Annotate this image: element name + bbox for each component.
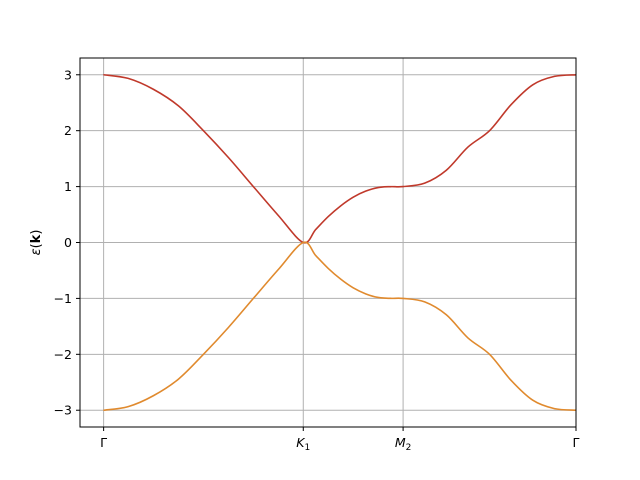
- band-2-point: [402, 297, 404, 299]
- band-2-point: [532, 399, 534, 401]
- band-2-point: [327, 267, 329, 269]
- y-tick-label: 0: [64, 235, 72, 250]
- band-1-point: [128, 78, 130, 80]
- band-2-point: [227, 326, 229, 328]
- band-1-point: [227, 157, 229, 159]
- band-2-point: [302, 242, 304, 243]
- band-2-point: [365, 293, 367, 295]
- band-2-point: [153, 395, 155, 397]
- band-2-point: [252, 297, 254, 299]
- y-axis-label: ε(k): [29, 230, 44, 256]
- y-axis-label-close: ): [29, 230, 44, 235]
- y-tick-label: −3: [54, 403, 72, 418]
- band-1-point: [277, 215, 279, 216]
- y-axis-label-open: (: [29, 243, 44, 248]
- series-layer: [103, 73, 577, 412]
- x-tick-label: Γ: [573, 435, 580, 450]
- band-2-point: [510, 379, 512, 381]
- band-2-point: [445, 314, 447, 316]
- x-tick-label: K1: [296, 435, 310, 453]
- band-1-point: [365, 190, 367, 192]
- band-2-point: [489, 353, 491, 355]
- band-2-point: [467, 337, 469, 339]
- y-tick-label: 3: [64, 67, 72, 82]
- band-1-point: [153, 88, 155, 90]
- band-2-point: [202, 353, 204, 355]
- y-tick-label: 2: [64, 123, 72, 138]
- band-1-point: [445, 169, 447, 171]
- grid: [80, 58, 577, 427]
- band-2-point: [277, 269, 279, 270]
- y-axis-label-symbol: ε: [29, 248, 44, 255]
- band-1-point: [489, 130, 491, 132]
- y-tick-label: −1: [54, 291, 72, 306]
- band-2-point: [424, 301, 426, 303]
- x-tick-label: Γ: [100, 435, 107, 450]
- band-2-point: [128, 405, 130, 407]
- band-2-point: [377, 296, 379, 298]
- band-1-point: [467, 146, 469, 148]
- band-1-point: [402, 186, 404, 188]
- band-1-point: [553, 75, 555, 77]
- x-tick-label: M2: [395, 435, 412, 453]
- band-1-point: [252, 186, 254, 188]
- band-1-point: [202, 130, 204, 132]
- band-1-point: [377, 187, 379, 189]
- band-2-point: [177, 378, 179, 380]
- band-1-point: [510, 104, 512, 106]
- y-axis-label-bold: k: [29, 234, 44, 243]
- band-2-point: [315, 255, 317, 257]
- ticks: Γ K1 M2 Γ 3 2 1 0 −1 −2 −3: [54, 67, 580, 453]
- band-2-point: [340, 278, 342, 280]
- band-1-point: [177, 105, 179, 107]
- band-2-point: [103, 409, 105, 411]
- band-2-point: [553, 408, 555, 410]
- band-1-point: [532, 84, 534, 86]
- y-tick-label: −2: [54, 347, 72, 362]
- band-1-point: [340, 205, 342, 207]
- band-1-point: [424, 182, 426, 184]
- band-2-point: [390, 297, 392, 299]
- band-1-point: [327, 216, 329, 218]
- band-1-point: [103, 74, 105, 76]
- band-1-point: [315, 228, 317, 230]
- band-2-point: [352, 287, 354, 289]
- band-1-point: [390, 186, 392, 188]
- band-1-point: [352, 196, 354, 198]
- y-tick-label: 1: [64, 179, 72, 194]
